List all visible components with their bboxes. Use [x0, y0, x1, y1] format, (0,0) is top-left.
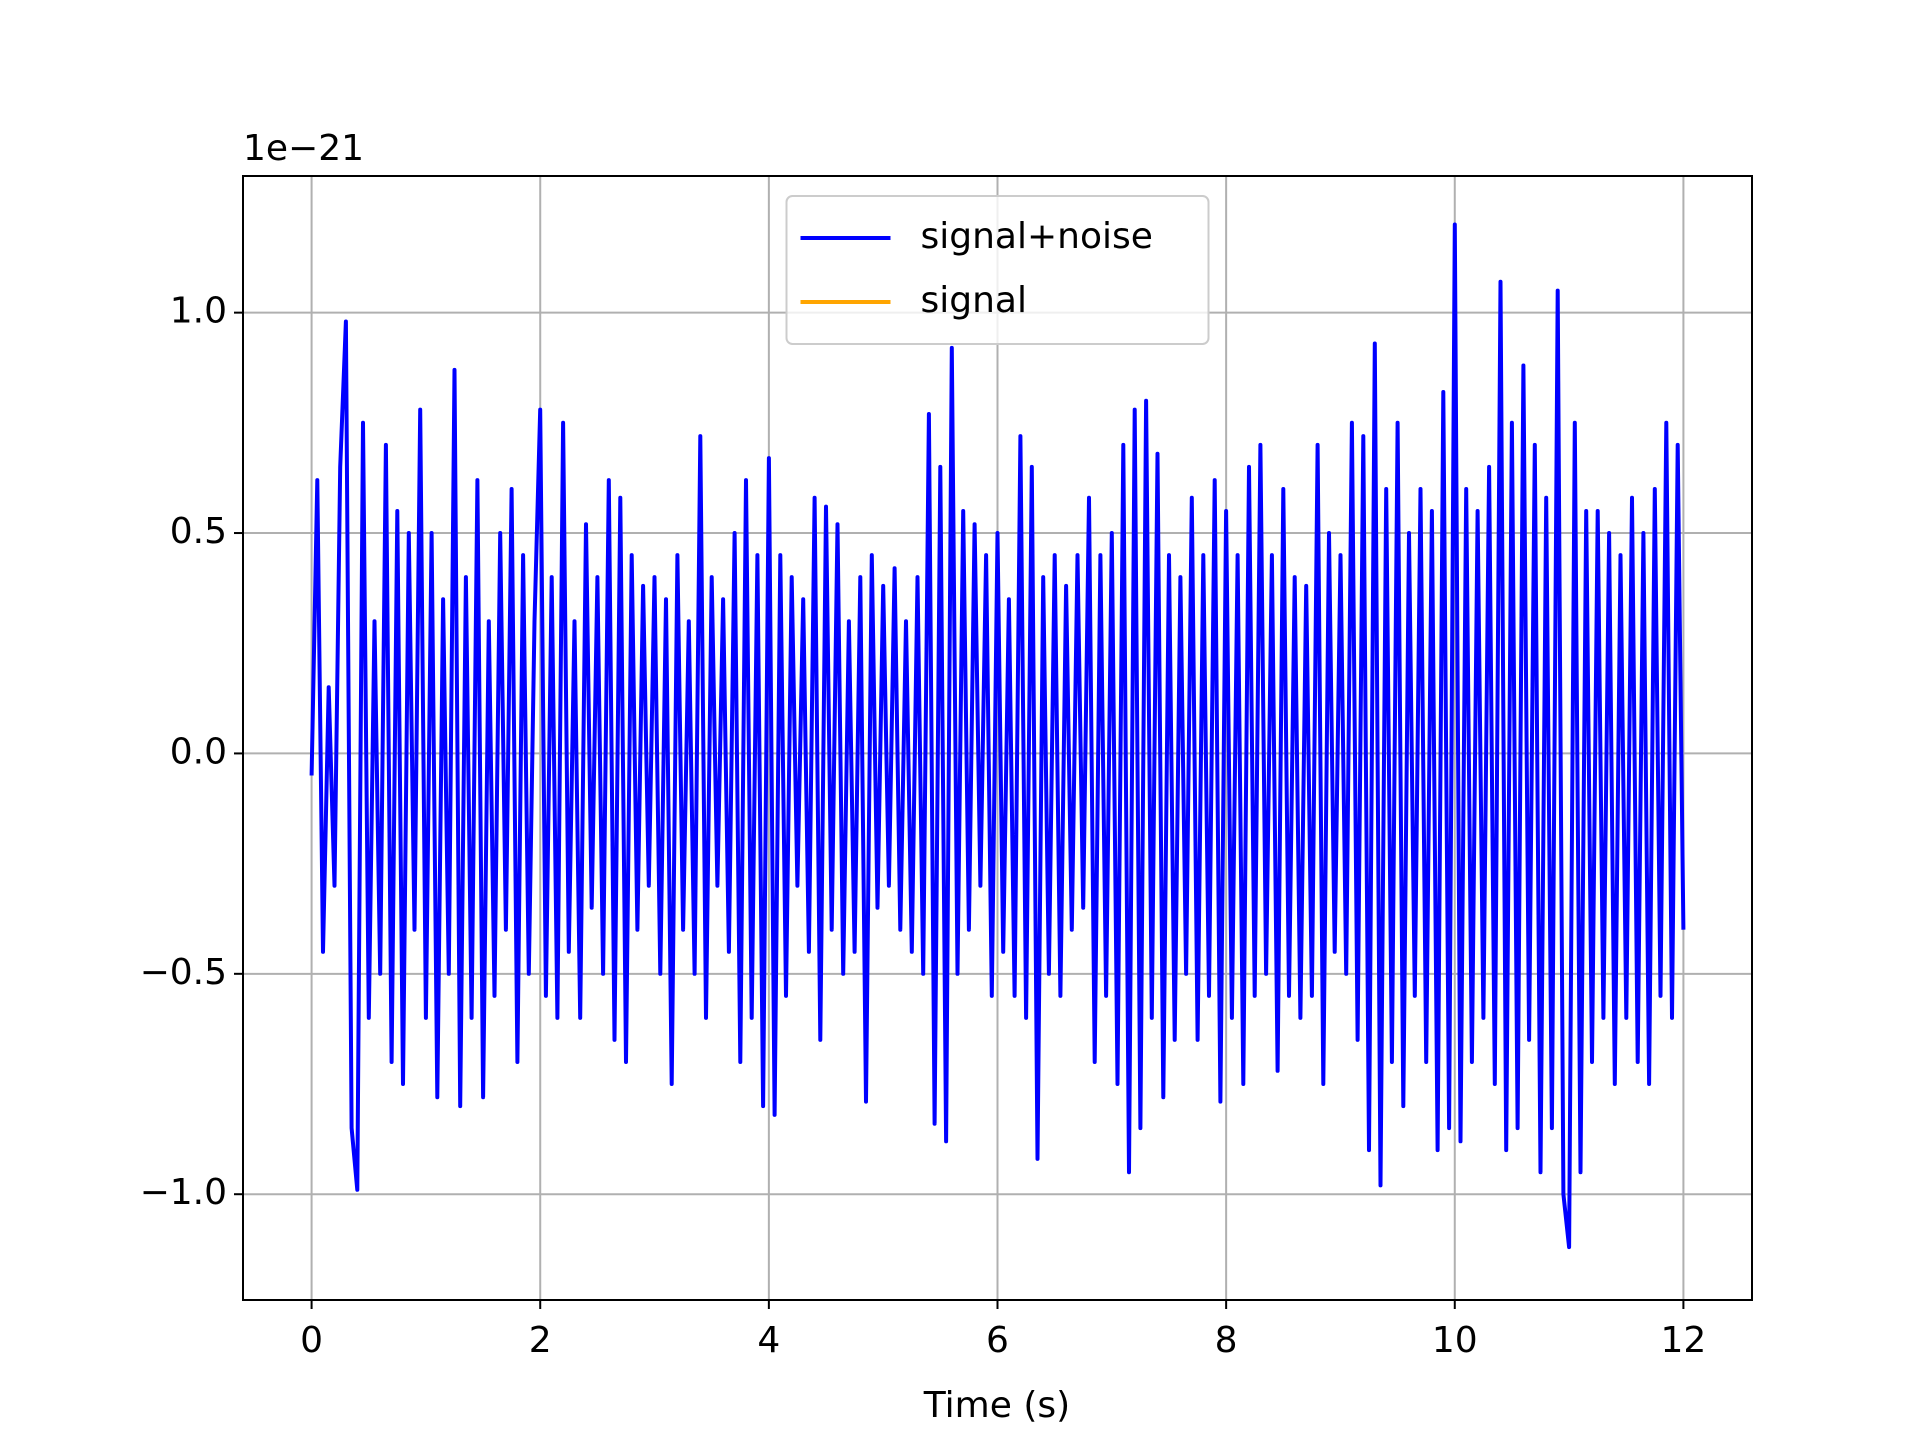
y-tick-label: 0.5	[170, 511, 227, 552]
x-tick-label: 6	[986, 1320, 1009, 1361]
legend-box	[785, 195, 1210, 345]
legend-label: signal+noise	[921, 216, 1153, 257]
plot-frame	[242, 175, 1753, 1301]
legend-label: signal	[921, 280, 1028, 321]
y-tick-label: −1.0	[140, 1172, 227, 1213]
offset-text: 1e−21	[243, 128, 364, 169]
x-tick-label: 0	[300, 1320, 323, 1361]
x-tick-label: 8	[1215, 1320, 1238, 1361]
y-tick-label: 0.0	[170, 731, 227, 772]
y-tick-label: −0.5	[140, 952, 227, 993]
x-tick-label: 10	[1432, 1320, 1478, 1361]
data-line	[309, 222, 1686, 1250]
x-tick-label: 4	[757, 1320, 780, 1361]
x-tick-label: 2	[529, 1320, 552, 1361]
y-tick-label: 1.0	[170, 291, 227, 332]
x-axis-label: Time (s)	[923, 1385, 1070, 1426]
x-tick-label: 12	[1661, 1320, 1707, 1361]
